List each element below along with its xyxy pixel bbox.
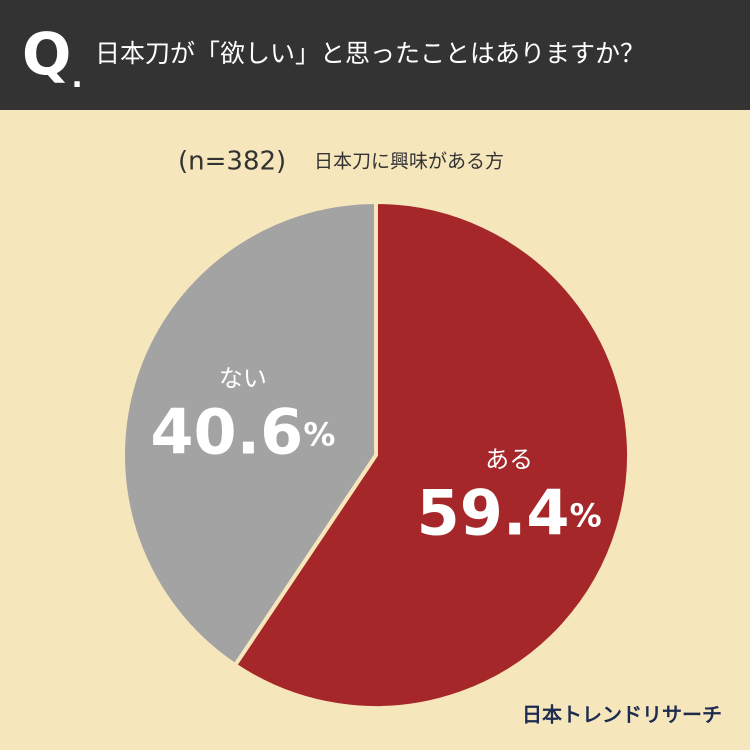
slice-category: ある: [485, 445, 533, 473]
pie-slice: [121, 200, 378, 668]
slice-category: ない: [219, 365, 267, 393]
pie-slice: [233, 200, 631, 710]
sample-size: (n=382): [178, 147, 286, 177]
question-title: 日本刀が「欲しい」と思ったことはありますか？: [95, 39, 645, 68]
slice-value-label: 59.4%: [417, 477, 602, 550]
subtitle: 日本刀に興味がある方: [314, 151, 504, 173]
brand: 日本トレンドリサーチ: [522, 703, 722, 727]
header-bar: [0, 0, 750, 110]
question-mark: Q.: [22, 20, 83, 94]
slice-value-label: 40.6%: [150, 396, 335, 469]
pie: [121, 200, 631, 710]
